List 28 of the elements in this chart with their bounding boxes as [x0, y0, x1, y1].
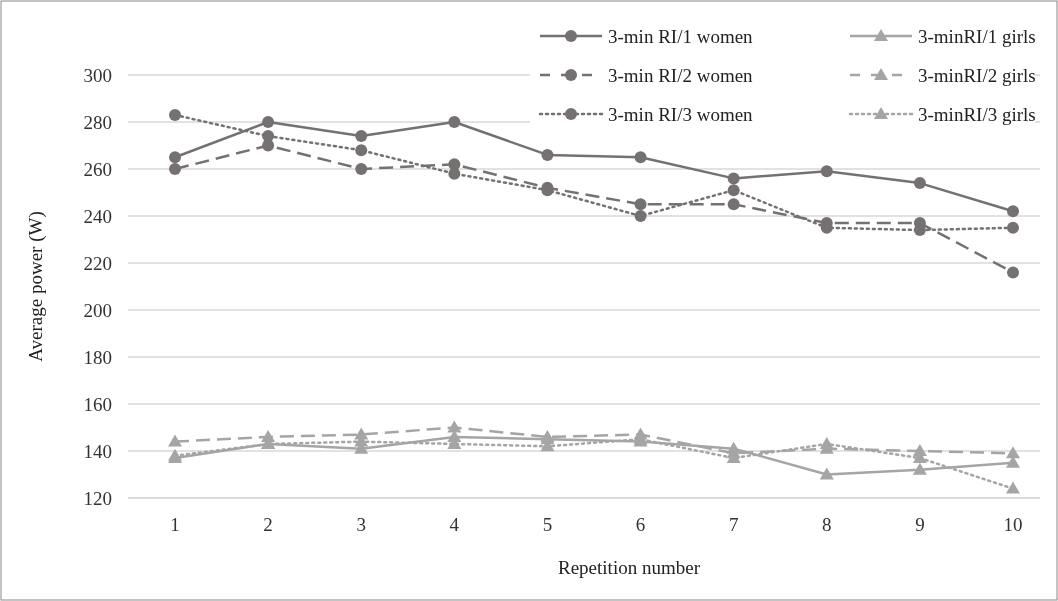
x-axis-title: Repetition number — [558, 557, 701, 578]
x-tick-label: 8 — [822, 514, 832, 535]
x-tick-label: 2 — [263, 514, 273, 535]
x-tick-label: 3 — [356, 514, 366, 535]
y-tick-label: 300 — [83, 64, 112, 86]
x-tick-label: 4 — [449, 514, 460, 535]
y-tick-label: 140 — [83, 440, 112, 462]
y-tick-label: 220 — [83, 252, 112, 274]
y-tick-label: 200 — [83, 299, 112, 321]
x-tick-label: 6 — [635, 514, 646, 535]
y-tick-label: 240 — [83, 205, 112, 227]
y-tick-label: 260 — [83, 158, 112, 180]
legend-label: 3-minRI/1 girls — [918, 25, 1036, 47]
x-tick-label: 1 — [170, 514, 180, 535]
x-tick-label: 7 — [728, 514, 739, 535]
legend-label: 3-min RI/1 women — [608, 25, 754, 47]
x-tick-label: 10 — [1003, 514, 1023, 535]
y-axis-title: Average power (W) — [25, 211, 47, 362]
y-tick-label: 160 — [83, 393, 112, 415]
y-tick-label: 280 — [83, 111, 112, 133]
legend-label: 3-min RI/3 women — [608, 103, 754, 125]
x-tick-label: 5 — [542, 514, 553, 535]
legend-label: 3-minRI/2 girls — [918, 64, 1036, 86]
legend-label: 3-minRI/3 girls — [918, 103, 1036, 125]
x-tick-label: 9 — [915, 514, 925, 535]
y-tick-label: 120 — [83, 487, 112, 509]
legend-label: 3-min RI/2 women — [608, 64, 754, 86]
y-tick-label: 180 — [83, 346, 112, 368]
